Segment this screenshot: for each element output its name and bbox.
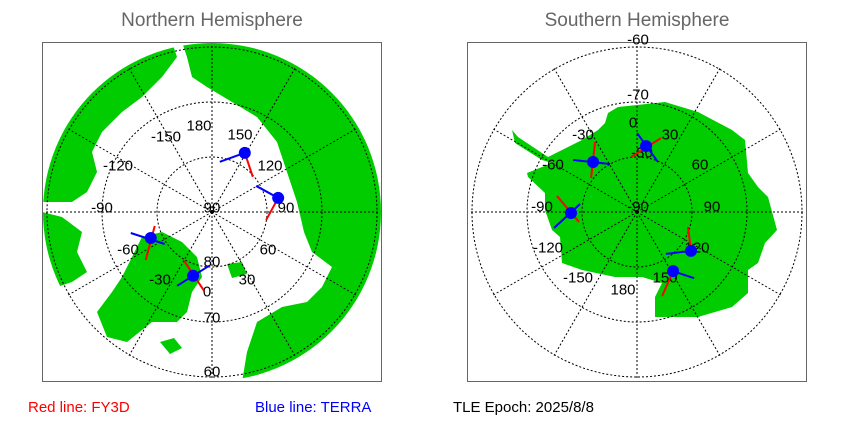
satellite-position-marker bbox=[684, 244, 697, 257]
lat-label: 90 bbox=[204, 200, 221, 217]
meridian-line bbox=[636, 211, 783, 297]
lon-label: 150 bbox=[227, 127, 252, 144]
satellite-position-marker bbox=[640, 140, 653, 153]
lon-label: -90 bbox=[531, 199, 553, 216]
latitude-circle bbox=[156, 156, 268, 268]
north-labels: 180 150 -150 120 -120 -90 90 -60 60 -30 … bbox=[91, 118, 294, 381]
lon-label: 60 bbox=[260, 242, 277, 259]
latitude-circle bbox=[581, 156, 693, 268]
meridian-line bbox=[552, 66, 638, 213]
meridian-line bbox=[636, 211, 722, 358]
lon-label: -120 bbox=[103, 158, 133, 175]
lat-label: -90 bbox=[627, 199, 649, 216]
satellite-position-marker bbox=[187, 269, 200, 282]
lon-label: 60 bbox=[692, 157, 709, 174]
lon-label: 180 bbox=[610, 282, 635, 299]
lon-label: 0 bbox=[203, 284, 211, 301]
lon-label: 180 bbox=[186, 118, 211, 135]
meridian-line bbox=[552, 211, 638, 358]
lon-label: -150 bbox=[563, 270, 593, 287]
north-graticule bbox=[44, 44, 380, 380]
lon-label: -90 bbox=[91, 200, 113, 217]
legend-red-fy3d: Red line: FY3D bbox=[28, 399, 130, 416]
lat-label: -70 bbox=[627, 87, 649, 104]
meridian-line bbox=[636, 127, 783, 213]
legend-blue-terra: Blue line: TERRA bbox=[255, 399, 372, 416]
lon-label: 90 bbox=[278, 200, 295, 217]
lon-label: -30 bbox=[149, 272, 171, 289]
lon-label: 30 bbox=[662, 127, 679, 144]
south-labels: 0 30 -30 60 -60 90 -90 120 -120 150 -150… bbox=[531, 32, 720, 299]
meridian-line bbox=[211, 211, 358, 297]
antarctica-landmass bbox=[512, 102, 777, 317]
south-title: Southern Hemisphere bbox=[544, 10, 730, 31]
lon-label: -60 bbox=[117, 242, 139, 259]
lon-label: -30 bbox=[572, 127, 594, 144]
lat-label: 70 bbox=[204, 310, 221, 327]
meridian-line bbox=[211, 66, 297, 213]
meridian-line bbox=[66, 211, 213, 297]
meridian-line bbox=[127, 66, 213, 213]
meridian-line bbox=[211, 127, 358, 213]
south-graticule bbox=[471, 46, 803, 378]
lon-label: 90 bbox=[704, 199, 721, 216]
tle-epoch: TLE Epoch: 2025/8/8 bbox=[453, 399, 594, 416]
lat-label: 60 bbox=[204, 364, 221, 381]
satellite-position-marker bbox=[238, 146, 251, 159]
meridian-line bbox=[636, 66, 722, 213]
lon-label: 120 bbox=[257, 158, 282, 175]
north-title: Northern Hemisphere bbox=[121, 10, 303, 31]
satellite-position-marker bbox=[272, 191, 285, 204]
satellite-position-marker bbox=[587, 156, 600, 169]
satellite-position-marker bbox=[565, 207, 578, 220]
meridian-line bbox=[211, 211, 297, 358]
lon-label: 30 bbox=[239, 272, 256, 289]
north-polar-map: 180 150 -150 120 -120 -90 90 -60 60 -30 … bbox=[42, 42, 382, 382]
lat-label: -60 bbox=[627, 32, 649, 49]
meridian-line bbox=[66, 127, 213, 213]
meridian-line bbox=[127, 211, 213, 358]
satellite-position-marker bbox=[144, 232, 157, 245]
satellite-position-marker bbox=[667, 265, 680, 278]
lon-label: -120 bbox=[533, 240, 563, 257]
lon-label: 0 bbox=[629, 115, 637, 132]
south-polar-map: 0 30 -30 60 -60 90 -90 120 -120 150 -150… bbox=[467, 32, 807, 382]
lon-label: -150 bbox=[151, 129, 181, 146]
lon-label: -60 bbox=[542, 157, 564, 174]
